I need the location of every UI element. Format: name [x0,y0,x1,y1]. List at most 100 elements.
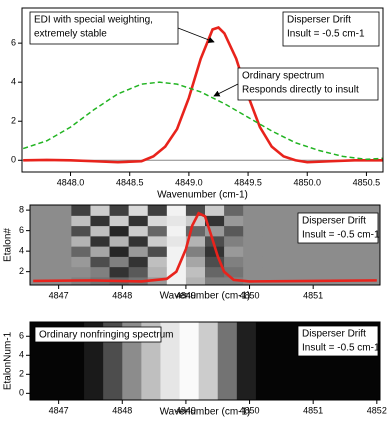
annotation-text: Insult = -0.5 cm-1 [302,230,380,241]
series-line [33,211,377,283]
heat-cell [205,266,225,278]
heat-cell [205,256,225,268]
heat-cell [147,256,168,268]
plot-area [22,26,383,164]
heat-cell [109,215,130,227]
annotation-text: Disperser Drift [302,216,366,227]
y-tick-label: 0 [19,388,24,398]
heat-cell [128,266,149,278]
heat-cell [243,246,263,257]
heat-cell [90,266,111,278]
x-tick-label: 4847 [49,405,69,415]
x-tick-label: 4850.0 [293,177,321,187]
heat-cell [128,235,149,247]
x-tick-label: 4848 [112,405,132,415]
annotation-text: Responds directly to insult [242,85,359,96]
x-tick-label: 4852 [367,405,387,415]
heat-cell [71,205,92,216]
heat-cell [262,205,380,216]
heat-cell [71,225,92,237]
heat-cell [30,225,72,237]
heat-cell [71,215,92,227]
y-tick-label: 4 [19,246,24,256]
x-tick-label: 4850 [240,405,260,415]
heat-cell [198,322,219,400]
heat-cell [205,215,225,227]
x-tick-label: 4851 [303,405,323,415]
annotation-box [237,67,379,101]
heat-cell [30,235,72,247]
heat-cell [147,215,168,227]
heat-cell [205,246,225,257]
heat-cell [160,322,181,400]
annotation-text: Disperser Drift [302,329,366,340]
heat-cell [185,235,206,247]
y-tick-label: 4 [11,77,16,87]
heat-cell [128,225,149,237]
heat-cell [30,215,72,227]
y-tick-label: 6 [19,225,24,235]
heat-cell [166,246,187,257]
heat-cell [224,225,244,237]
heat-cell [128,205,149,216]
heat-cell [166,215,187,227]
x-tick-label: 4848 [112,290,132,300]
heat-cell [262,256,380,268]
y-tick-label: 4 [19,350,24,360]
series-line [23,26,383,164]
heat-cell [71,256,92,268]
heat-cell [243,256,263,268]
y-tick-label: 6 [11,38,16,48]
annotation-box [34,326,162,343]
heat-cell [185,276,206,285]
heat-cell [30,246,72,257]
heat-cell [243,235,263,247]
x-tick-label: 4849 [176,290,196,300]
heat-cell [166,235,187,247]
annotation-text: Insult = -0.5 cm-1 [287,29,365,40]
y-axis-label: Etalon# [3,228,14,262]
heat-cell [262,266,380,278]
heat-cell [205,225,225,237]
annotation-text: Disperser Drift [287,15,351,26]
heat-cell [109,266,130,278]
heat-cell [128,256,149,268]
heat-cell [90,205,111,216]
annotation-box [297,325,379,357]
heat-cell [166,256,187,268]
y-tick-label: 2 [11,116,16,126]
heat-cell [109,246,130,257]
x-tick-label: 4851 [303,290,323,300]
heat-cell [147,266,168,278]
plot-frame [21,7,384,173]
annotation-text: extremely stable [34,29,107,40]
heat-cell [30,256,72,268]
heat-cell [109,225,130,237]
heat-cell [185,266,206,278]
heat-cell [236,322,257,400]
heat-cell [262,246,380,257]
heat-cell [147,246,168,257]
heat-cell [224,246,244,257]
heat-cell [185,225,206,237]
heat-cell [90,256,111,268]
heat-cell [147,205,168,216]
heat-cell [128,215,149,227]
heat-cell [185,256,206,268]
x-tick-label: 4849 [176,405,196,415]
annotation-text: EDI with special weighting, [34,15,153,26]
heat-cell [30,205,72,216]
annotation-text: Insult = -0.5 cm-1 [302,343,380,354]
y-tick-label: 6 [19,331,24,341]
x-tick-label: 4849.5 [234,177,262,187]
heat-cell [243,225,263,237]
y-tick-label: 2 [19,266,24,276]
heat-cell [128,246,149,257]
heat-cell [30,266,72,278]
heat-cell [185,246,206,257]
heat-cell [90,225,111,237]
heat-cell [205,205,225,216]
heat-cell [71,235,92,247]
heat-cell [90,215,111,227]
